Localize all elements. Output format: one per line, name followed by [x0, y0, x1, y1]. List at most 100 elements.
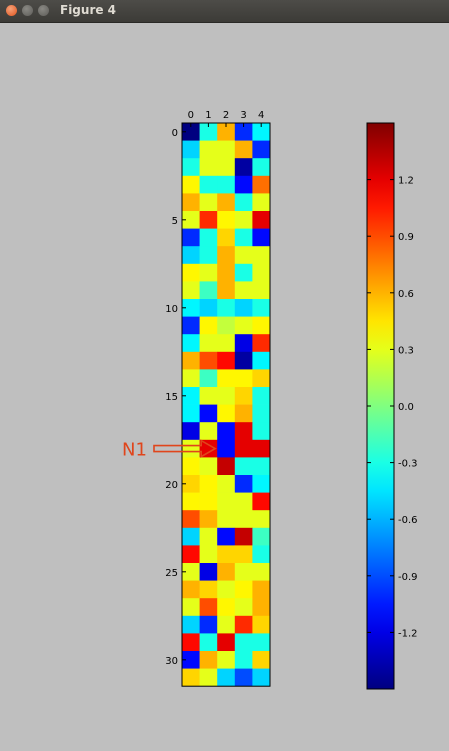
- heatmap-cell: [199, 457, 218, 476]
- heatmap-cell: [234, 387, 253, 405]
- heatmap-cell: [252, 175, 271, 194]
- heatmap-cell: [182, 246, 200, 265]
- heatmap-cell: [252, 351, 271, 370]
- heatmap-cell: [217, 457, 236, 476]
- heatmap-cell: [182, 422, 200, 441]
- colorbar-ticks: 1.2 0.9 0.6 0.3 0.0 -0.3 -0.6 -0.9 -1.2: [367, 176, 418, 639]
- heatmap-cell: [182, 545, 200, 564]
- heatmap-cell: [199, 651, 218, 669]
- maximize-window-icon[interactable]: [38, 5, 49, 16]
- heatmap-cell: [252, 193, 271, 212]
- heatmap-cell: [199, 492, 218, 511]
- heatmap-cell: [252, 615, 271, 634]
- heatmap-cell: [199, 422, 218, 441]
- heatmap-cell: [199, 228, 218, 247]
- heatmap-cell: [234, 422, 253, 441]
- heatmap-cell: [199, 369, 218, 388]
- heatmap-cell: [217, 422, 236, 441]
- heatmap-cell: [217, 193, 236, 212]
- heatmap-cell: [199, 123, 218, 141]
- heatmap-cell: [199, 158, 218, 177]
- heatmap-cell: [234, 668, 253, 687]
- heatmap-cell: [182, 193, 200, 212]
- heatmap-cell: [199, 563, 218, 581]
- heatmap-cell: [182, 598, 200, 617]
- heatmap-cell: [182, 123, 200, 141]
- heatmap-cell: [252, 369, 271, 388]
- heatmap-cell: [217, 211, 236, 229]
- heatmap-cell: [252, 334, 271, 353]
- heatmap-cell: [199, 475, 218, 493]
- heatmap-cell: [252, 263, 271, 282]
- heatmap-cell: [182, 563, 200, 581]
- heatmap-cell: [182, 158, 200, 177]
- heatmap-cell: [234, 651, 253, 669]
- n1-label: N1: [122, 440, 147, 461]
- heatmap-cell: [217, 316, 236, 335]
- heatmap-cell: [252, 563, 271, 581]
- minimize-window-icon[interactable]: [22, 5, 33, 16]
- heatmap-cell: [217, 175, 236, 194]
- heatmap-cell: [217, 651, 236, 669]
- heatmap-cell: [182, 475, 200, 493]
- heatmap-cell: [234, 281, 253, 300]
- heatmap-cell: [234, 334, 253, 353]
- heatmap-cell: [217, 369, 236, 388]
- y-tick-label: 30: [165, 656, 178, 667]
- heatmap-cell: [199, 545, 218, 564]
- heatmap-cell: [252, 492, 271, 511]
- heatmap-cell: [182, 334, 200, 353]
- heatmap-cell: [252, 457, 271, 476]
- n1-annotation: N1: [122, 439, 217, 461]
- heatmap-cell: [217, 475, 236, 493]
- close-window-icon[interactable]: [6, 5, 17, 16]
- heatmap-cell: [217, 510, 236, 529]
- heatmap-cell: [234, 615, 253, 634]
- heatmap-cell: [217, 281, 236, 300]
- heatmap-cell: [234, 316, 253, 335]
- heatmap-cell: [234, 299, 253, 317]
- heatmap-cell: [252, 228, 271, 247]
- heatmap-cell: [252, 422, 271, 441]
- heatmap-cell: [217, 545, 236, 564]
- heatmap-cell: [199, 580, 218, 599]
- heatmap-cell: [234, 175, 253, 194]
- heatmap-cell: [182, 140, 200, 159]
- heatmap-cell: [217, 299, 236, 317]
- heatmap-cell: [182, 651, 200, 669]
- heatmap-cell: [252, 404, 271, 423]
- heatmap-cell: [199, 334, 218, 353]
- x-tick-label: 4: [258, 110, 264, 121]
- heatmap-cell: [199, 668, 218, 687]
- heatmap-cell: [182, 527, 200, 546]
- heatmap-cell: [252, 475, 271, 493]
- heatmap-cell: [182, 211, 200, 229]
- colorbar-tick-label: -0.3: [398, 459, 418, 470]
- heatmap-cell: [217, 140, 236, 159]
- heatmap-cell: [252, 158, 271, 177]
- heatmap-cell: [252, 246, 271, 265]
- heatmap-cell: [199, 211, 218, 229]
- heatmap-cell: [234, 140, 253, 159]
- heatmap-cell: [199, 633, 218, 652]
- heatmap-cell: [182, 492, 200, 511]
- heatmap-cell: [234, 475, 253, 493]
- heatmap-cell: [217, 598, 236, 617]
- heatmap-cell: [182, 369, 200, 388]
- heatmap-cell: [217, 228, 236, 247]
- heatmap-cell: [182, 299, 200, 317]
- heatmap-cell: [217, 668, 236, 687]
- heatmap-cell: [199, 193, 218, 212]
- heatmap-cell: [182, 457, 200, 476]
- heatmap-cell: [252, 387, 271, 405]
- heatmap-cell: [199, 387, 218, 405]
- heatmap-cell: [252, 299, 271, 317]
- heatmap-cell: [217, 246, 236, 265]
- heatmap-cell: [182, 281, 200, 300]
- heatmap-cell: [252, 510, 271, 529]
- heatmap-cell: [182, 439, 200, 458]
- heatmap-cell: [217, 158, 236, 177]
- heatmap-cell: [182, 404, 200, 423]
- heatmap-cell: [217, 387, 236, 405]
- heatmap-cell: [234, 263, 253, 282]
